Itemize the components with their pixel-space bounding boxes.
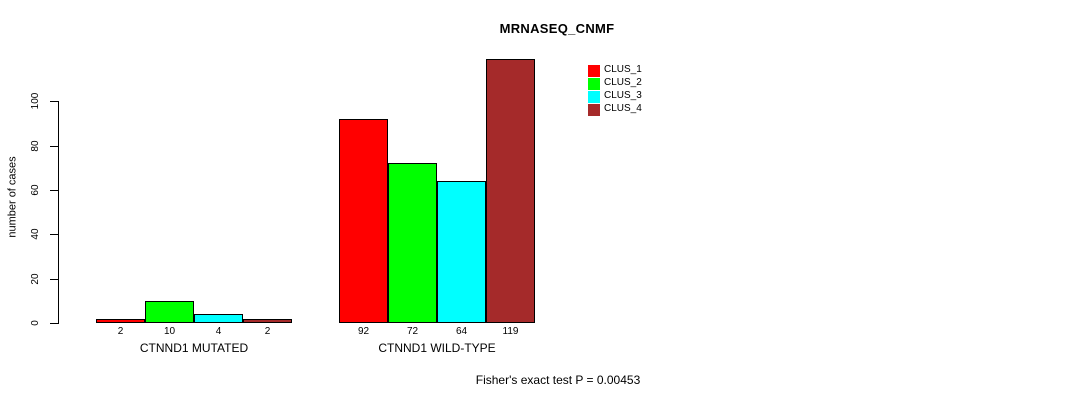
bar-clus_1 [96,319,145,323]
y-axis-tick [50,146,58,147]
legend-swatch [588,91,600,103]
annotation-text: Fisher's exact test P = 0.00453 [475,373,641,387]
bar-value-label: 2 [117,326,124,337]
legend-swatch [588,65,600,77]
y-axis-tick-label: 40 [30,228,41,240]
legend-swatch [588,104,600,116]
y-axis-line [58,101,59,324]
bar-clus_3 [194,314,243,323]
bar-value-label: 72 [406,326,419,337]
legend-label: CLUS_2 [604,77,642,88]
y-axis-tick-label: 0 [30,320,41,326]
y-axis-tick [50,323,58,324]
category-label: CTNND1 MUTATED [139,341,249,355]
chart-title: MRNASEQ_CNMF [499,21,615,36]
bar-value-label: 119 [502,326,519,337]
bar-clus_1 [339,119,388,323]
legend-label: CLUS_3 [604,90,642,101]
category-label: CTNND1 WILD-TYPE [378,341,496,355]
y-axis-tick-label: 20 [30,273,41,285]
bar-value-label: 4 [215,326,222,337]
y-axis-tick-label: 60 [30,184,41,196]
legend-swatch [588,78,600,90]
bar-clus_2 [145,301,194,323]
bar-clus_2 [388,163,437,323]
bar-value-label: 10 [163,326,176,337]
y-axis-tick-label: 80 [30,140,41,152]
bar-clus_4 [486,59,535,323]
y-axis-tick [50,234,58,235]
bar-clus_3 [437,181,486,323]
y-axis-tick [50,190,58,191]
bar-clus_4 [243,319,292,323]
y-axis-tick [50,101,58,102]
y-axis-tick [50,279,58,280]
bar-value-label: 92 [357,326,370,337]
legend-label: CLUS_4 [604,103,642,114]
y-axis-tick-label: 100 [30,92,41,110]
bar-value-label: 64 [455,326,468,337]
bar-value-label: 2 [264,326,271,337]
legend-label: CLUS_1 [604,64,642,75]
